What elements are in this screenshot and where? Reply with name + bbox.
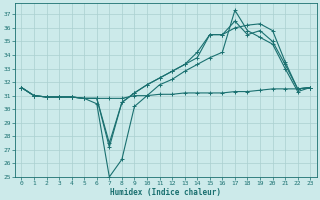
X-axis label: Humidex (Indice chaleur): Humidex (Indice chaleur): [110, 188, 221, 197]
